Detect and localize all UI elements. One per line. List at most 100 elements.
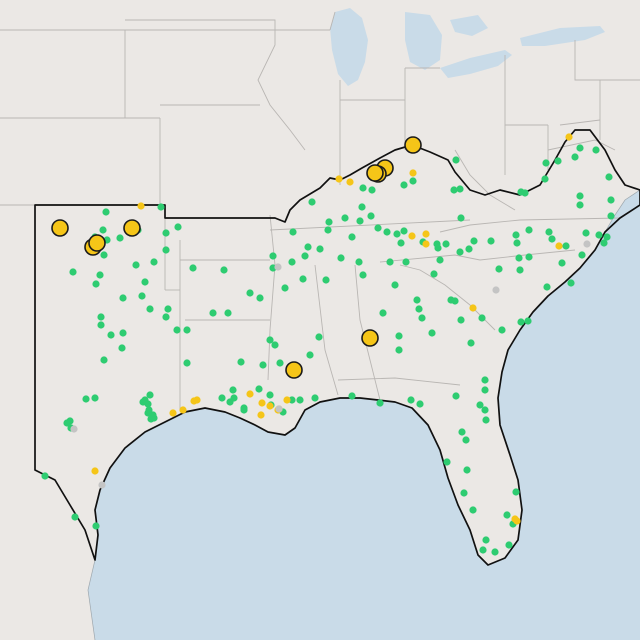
- site-marker-green[interactable]: [141, 278, 149, 286]
- site-marker-green[interactable]: [503, 511, 511, 519]
- site-marker-green[interactable]: [304, 243, 312, 251]
- site-marker-yellow[interactable]: [408, 232, 416, 240]
- site-marker-green[interactable]: [162, 313, 170, 321]
- site-marker-green[interactable]: [436, 256, 444, 264]
- site-marker-green[interactable]: [276, 359, 284, 367]
- site-marker-green[interactable]: [271, 341, 279, 349]
- site-marker-green[interactable]: [607, 212, 615, 220]
- site-marker-green[interactable]: [470, 237, 478, 245]
- site-marker-green[interactable]: [183, 359, 191, 367]
- site-marker-green[interactable]: [456, 248, 464, 256]
- site-marker-green[interactable]: [119, 329, 127, 337]
- site-marker-green[interactable]: [322, 276, 330, 284]
- site-marker-green[interactable]: [157, 203, 165, 211]
- site-marker-green[interactable]: [543, 283, 551, 291]
- site-marker-green[interactable]: [102, 208, 110, 216]
- site-marker-green[interactable]: [348, 233, 356, 241]
- site-marker-highlight[interactable]: [123, 219, 141, 237]
- site-marker-green[interactable]: [479, 546, 487, 554]
- site-marker-green[interactable]: [386, 258, 394, 266]
- site-marker-green[interactable]: [430, 270, 438, 278]
- site-marker-green[interactable]: [481, 386, 489, 394]
- site-marker-green[interactable]: [224, 309, 232, 317]
- site-marker-green[interactable]: [442, 240, 450, 248]
- site-marker-green[interactable]: [458, 428, 466, 436]
- site-marker-green[interactable]: [266, 336, 274, 344]
- site-marker-green[interactable]: [296, 396, 304, 404]
- site-marker-green[interactable]: [481, 406, 489, 414]
- site-marker-green[interactable]: [374, 224, 382, 232]
- site-marker-green[interactable]: [306, 351, 314, 359]
- site-marker-green[interactable]: [308, 198, 316, 206]
- site-marker-yellow[interactable]: [91, 467, 99, 475]
- site-marker-green[interactable]: [467, 339, 475, 347]
- site-marker-highlight[interactable]: [361, 329, 379, 347]
- site-marker-green[interactable]: [246, 289, 254, 297]
- site-marker-green[interactable]: [97, 313, 105, 321]
- site-marker-green[interactable]: [316, 245, 324, 253]
- site-marker-green[interactable]: [359, 271, 367, 279]
- site-marker-green[interactable]: [413, 296, 421, 304]
- site-marker-green[interactable]: [457, 214, 465, 222]
- site-marker-green[interactable]: [237, 358, 245, 366]
- site-marker-yellow[interactable]: [193, 396, 201, 404]
- site-marker-green[interactable]: [491, 548, 499, 556]
- site-marker-green[interactable]: [315, 333, 323, 341]
- site-marker-yellow[interactable]: [422, 230, 430, 238]
- site-marker-green[interactable]: [482, 536, 490, 544]
- site-marker-green[interactable]: [189, 264, 197, 272]
- site-marker-gray[interactable]: [583, 240, 591, 248]
- site-marker-green[interactable]: [376, 399, 384, 407]
- site-marker-green[interactable]: [400, 227, 408, 235]
- site-marker-green[interactable]: [119, 294, 127, 302]
- site-marker-green[interactable]: [407, 396, 415, 404]
- site-marker-yellow[interactable]: [409, 169, 417, 177]
- site-marker-green[interactable]: [99, 226, 107, 234]
- site-marker-green[interactable]: [605, 173, 613, 181]
- site-marker-green[interactable]: [220, 266, 228, 274]
- site-marker-green[interactable]: [482, 416, 490, 424]
- site-marker-green[interactable]: [96, 271, 104, 279]
- site-marker-green[interactable]: [92, 280, 100, 288]
- site-marker-yellow[interactable]: [169, 409, 177, 417]
- site-marker-gray[interactable]: [492, 286, 500, 294]
- site-marker-green[interactable]: [443, 458, 451, 466]
- site-marker-yellow[interactable]: [335, 175, 343, 183]
- site-marker-green[interactable]: [525, 253, 533, 261]
- site-marker-green[interactable]: [400, 181, 408, 189]
- site-marker-green[interactable]: [368, 186, 376, 194]
- site-marker-green[interactable]: [138, 292, 146, 300]
- site-marker-green[interactable]: [288, 258, 296, 266]
- site-marker-green[interactable]: [209, 309, 217, 317]
- site-marker-green[interactable]: [521, 189, 529, 197]
- site-marker-yellow[interactable]: [469, 304, 477, 312]
- site-marker-green[interactable]: [82, 395, 90, 403]
- site-marker-green[interactable]: [107, 331, 115, 339]
- site-marker-green[interactable]: [164, 305, 172, 313]
- site-marker-green[interactable]: [266, 391, 274, 399]
- site-marker-green[interactable]: [542, 159, 550, 167]
- site-marker-yellow[interactable]: [283, 396, 291, 404]
- site-marker-green[interactable]: [554, 157, 562, 165]
- site-marker-green[interactable]: [395, 346, 403, 354]
- site-marker-green[interactable]: [355, 258, 363, 266]
- site-marker-green[interactable]: [393, 230, 401, 238]
- site-marker-yellow[interactable]: [422, 240, 430, 248]
- site-marker-green[interactable]: [324, 226, 332, 234]
- site-marker-green[interactable]: [524, 317, 532, 325]
- site-marker-green[interactable]: [311, 394, 319, 402]
- site-marker-green[interactable]: [476, 401, 484, 409]
- site-marker-green[interactable]: [512, 231, 520, 239]
- site-marker-green[interactable]: [418, 314, 426, 322]
- site-marker-green[interactable]: [460, 489, 468, 497]
- site-marker-green[interactable]: [299, 275, 307, 283]
- site-marker-green[interactable]: [281, 284, 289, 292]
- site-marker-green[interactable]: [428, 329, 436, 337]
- site-marker-yellow[interactable]: [346, 178, 354, 186]
- site-marker-green[interactable]: [541, 175, 549, 183]
- site-marker-green[interactable]: [545, 228, 553, 236]
- site-marker-green[interactable]: [92, 522, 100, 530]
- site-marker-green[interactable]: [218, 394, 226, 402]
- site-marker-green[interactable]: [183, 326, 191, 334]
